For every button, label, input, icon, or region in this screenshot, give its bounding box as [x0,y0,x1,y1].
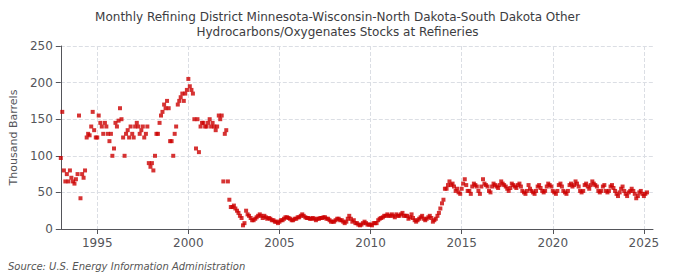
svg-text:100: 100 [30,149,53,163]
svg-text:2025: 2025 [629,236,660,250]
svg-text:0: 0 [45,222,53,236]
svg-text:2005: 2005 [264,236,295,250]
svg-text:Monthly Refining District Minn: Monthly Refining District Minnesota-Wisc… [95,10,580,24]
svg-text:150: 150 [30,112,53,126]
svg-text:2015: 2015 [446,236,477,250]
svg-text:2000: 2000 [173,236,204,250]
svg-text:Thousand Barrels: Thousand Barrels [7,89,20,186]
svg-text:50: 50 [38,185,53,199]
svg-text:250: 250 [30,39,53,53]
svg-text:200: 200 [30,76,53,90]
svg-text:Source: U.S. Energy Informatio: Source: U.S. Energy Information Administ… [8,261,245,272]
svg-text:2010: 2010 [355,236,386,250]
svg-text:2020: 2020 [538,236,569,250]
svg-text:1995: 1995 [82,236,113,250]
svg-text:Hydrocarbons/Oxygenates Stocks: Hydrocarbons/Oxygenates Stocks at Refine… [196,25,478,39]
